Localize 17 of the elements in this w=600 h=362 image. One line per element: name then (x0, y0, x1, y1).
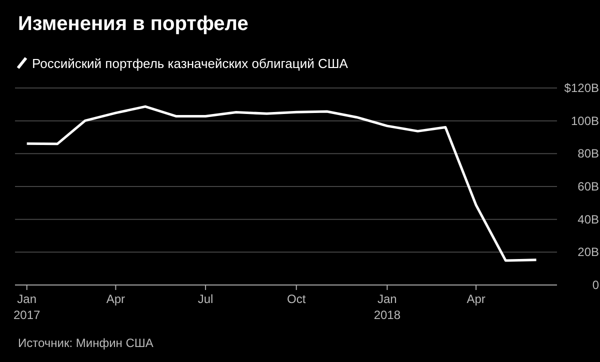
y-tick-label: 100B (570, 114, 599, 128)
legend-label: Российский портфель казначейских облигаций США (32, 56, 348, 71)
x-tick-label: Jan 2017 (13, 292, 41, 322)
y-tick-label: $120B (564, 81, 599, 95)
y-tick-label: 0 (592, 278, 600, 292)
chart-title: Изменения в портфеле (18, 13, 248, 35)
y-tick-label: 80B (578, 146, 599, 161)
y-tick-label: 60B (578, 180, 599, 194)
x-tick-label: Oct (287, 292, 306, 306)
y-tick-label: 40B (578, 212, 599, 226)
x-tick-label: Jan 2018 (374, 292, 401, 322)
line-series (26, 105, 538, 262)
y-tick-label: 20B (578, 245, 599, 260)
x-tick-label: Jul (198, 292, 214, 306)
x-tick-label: Apr (106, 292, 126, 306)
x-tick-label: Apr (466, 292, 486, 306)
text: Источник: Минфин США (18, 336, 154, 350)
